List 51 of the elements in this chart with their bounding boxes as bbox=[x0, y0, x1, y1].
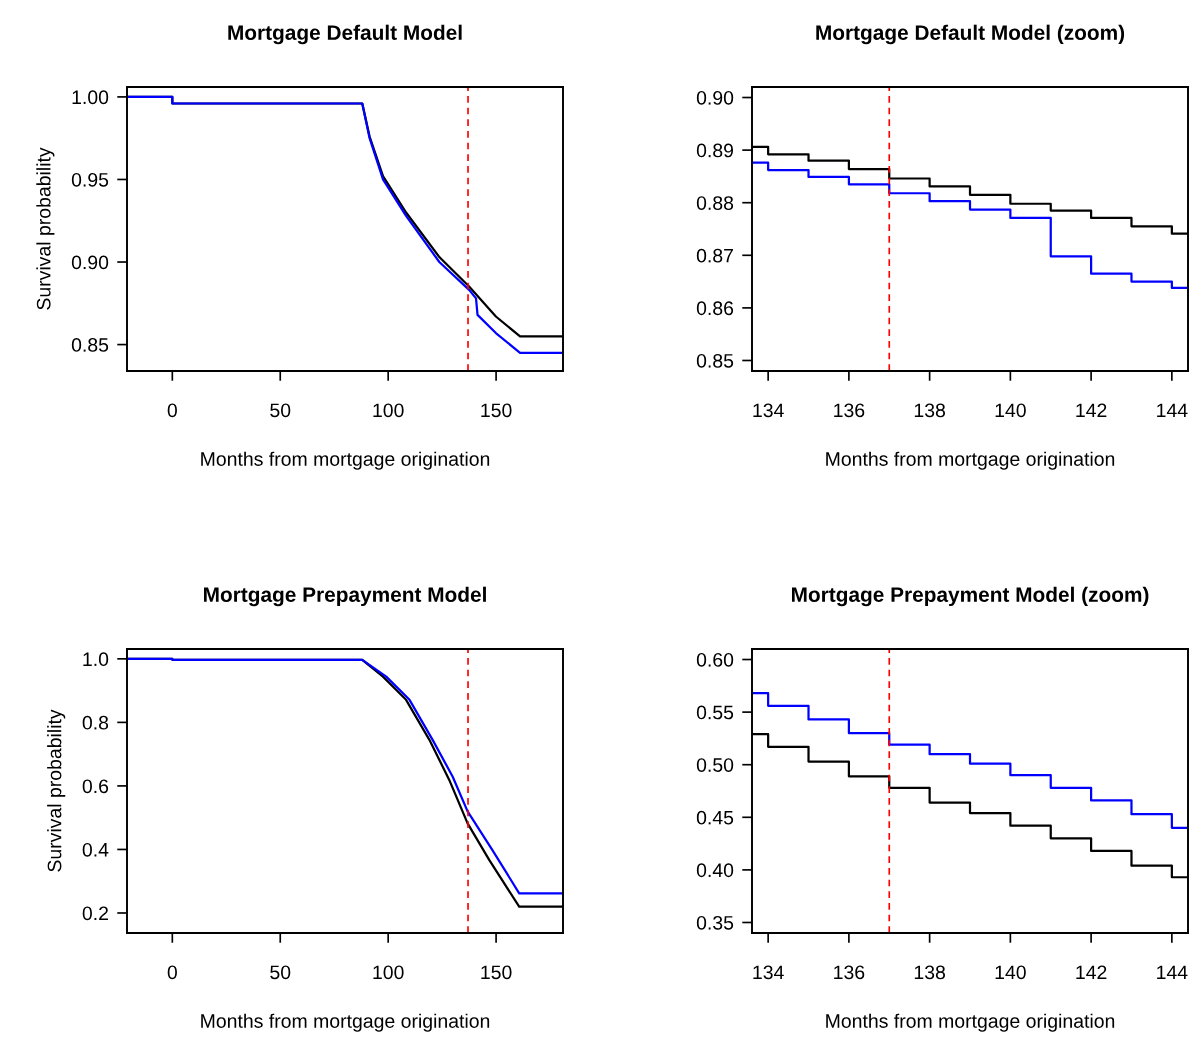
y-axis-title: Survival probability bbox=[36, 147, 55, 310]
x-tick-label: 142 bbox=[1076, 403, 1107, 418]
chart-title: Mortgage Prepayment Model (zoom) bbox=[791, 586, 1149, 607]
x-tick-label: 50 bbox=[270, 965, 291, 980]
y-tick-label: 0.45 bbox=[696, 810, 734, 825]
y-tick-label: 0.35 bbox=[696, 915, 734, 930]
x-axis-title: Months from mortgage origination bbox=[826, 1013, 1115, 1032]
y-tick-label: 0.55 bbox=[696, 705, 734, 720]
x-tick-label: 138 bbox=[914, 965, 946, 980]
y-tick-label: 0.6 bbox=[82, 779, 109, 794]
x-axis-title: Months from mortgage origination bbox=[201, 451, 490, 470]
y-tick-label: 0.4 bbox=[82, 842, 109, 857]
chart-title: Mortgage Default Model bbox=[228, 24, 462, 45]
y-tick-label: 0.2 bbox=[82, 906, 108, 921]
x-tick-label: 144 bbox=[1157, 403, 1188, 418]
x-tick-label: 150 bbox=[481, 403, 512, 418]
y-tick-label: 0.8 bbox=[82, 715, 109, 730]
x-axis-title: Months from mortgage origination bbox=[201, 1013, 490, 1032]
x-tick-label: 0 bbox=[167, 403, 177, 418]
x-tick-label: 136 bbox=[834, 403, 865, 418]
y-tick-label: 0.50 bbox=[696, 758, 734, 772]
y-axis-title: Survival probability bbox=[47, 709, 66, 872]
x-tick-label: 136 bbox=[834, 965, 865, 980]
y-tick-label: 1.00 bbox=[72, 90, 109, 105]
y-tick-label: 0.90 bbox=[71, 255, 109, 270]
y-tick-label: 0.90 bbox=[696, 90, 734, 105]
y-tick-label: 0.88 bbox=[696, 196, 734, 210]
x-tick-label: 142 bbox=[1076, 965, 1107, 980]
y-tick-label: 0.89 bbox=[696, 143, 734, 158]
x-tick-label: 0 bbox=[167, 965, 177, 980]
chart-title: Mortgage Default Model (zoom) bbox=[816, 24, 1125, 45]
x-tick-label: 134 bbox=[753, 965, 784, 980]
y-tick-label: 0.40 bbox=[696, 863, 734, 878]
x-tick-label: 144 bbox=[1157, 965, 1188, 980]
x-tick-label: 138 bbox=[914, 403, 946, 418]
y-tick-label: 0.87 bbox=[696, 248, 733, 263]
y-tick-label: 0.85 bbox=[71, 338, 109, 352]
y-tick-label: 0.86 bbox=[696, 301, 734, 316]
y-tick-label: 0.95 bbox=[71, 172, 109, 187]
x-tick-label: 50 bbox=[270, 403, 291, 418]
x-tick-label: 134 bbox=[753, 403, 784, 418]
x-tick-label: 100 bbox=[373, 403, 404, 418]
x-tick-label: 140 bbox=[995, 965, 1026, 980]
x-tick-label: 100 bbox=[373, 965, 404, 980]
x-tick-label: 150 bbox=[481, 965, 512, 980]
y-tick-label: 0.85 bbox=[696, 353, 734, 368]
x-axis-title: Months from mortgage origination bbox=[826, 451, 1115, 470]
x-tick-label: 140 bbox=[995, 403, 1026, 418]
y-tick-label: 1.0 bbox=[83, 652, 109, 667]
y-tick-label: 0.60 bbox=[696, 652, 734, 667]
chart-title: Mortgage Prepayment Model bbox=[204, 586, 486, 607]
